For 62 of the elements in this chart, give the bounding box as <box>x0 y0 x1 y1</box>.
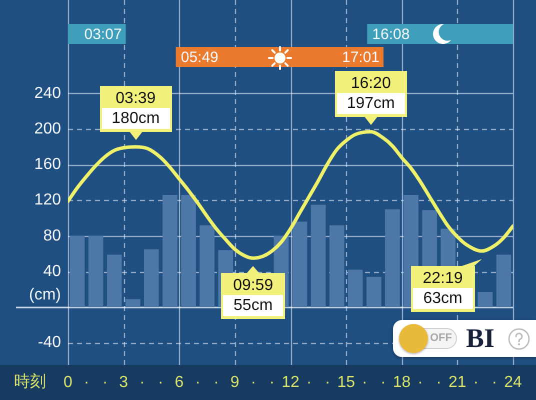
annotation: 03:39 180cm <box>102 88 170 129</box>
bar <box>348 270 363 308</box>
x-tick-label: · <box>214 374 219 392</box>
annotation: OFF <box>430 332 452 345</box>
band-label: 05:49 <box>180 49 218 66</box>
x-tick-label: · <box>269 374 275 392</box>
annotation: 16:20 197cm <box>336 72 405 114</box>
bar <box>200 225 214 308</box>
bar <box>162 194 178 308</box>
y-tick-label: 120 <box>34 192 62 209</box>
x-tick-label: 24 <box>504 374 522 392</box>
x-tick-label: 6 <box>174 374 184 392</box>
x-tick-label: · <box>418 374 423 392</box>
x-tick-label: · <box>140 374 145 392</box>
bar <box>181 194 196 308</box>
x-tick-label: · <box>84 374 90 392</box>
x-tick-label: 15 <box>337 374 356 392</box>
control-panel: OFF BI <box>393 320 536 357</box>
x-tick-label: 9 <box>230 374 240 392</box>
y-tick-label: 40 <box>43 262 62 280</box>
bar <box>88 236 104 308</box>
x-tick-label: · <box>324 374 330 392</box>
x-tick-label: · <box>380 374 386 392</box>
x-tick-label: 3 <box>119 374 128 392</box>
x-tick-label: · <box>158 374 164 392</box>
x-tick-label: 18 <box>392 374 411 392</box>
bar <box>496 254 512 308</box>
annotation: 22:19 63cm <box>412 268 473 310</box>
x-tick-label: 12 <box>282 374 300 392</box>
annotation: 17:01 <box>342 49 380 66</box>
bar <box>478 292 493 308</box>
x-tick-label: · <box>362 374 368 392</box>
x-tick-label: · <box>195 374 200 392</box>
bar <box>144 249 159 308</box>
y-tick-label: -40 <box>38 334 62 352</box>
y-tick-label: 200 <box>34 120 62 138</box>
bar <box>292 222 308 308</box>
y-tick-label: 240 <box>34 84 62 102</box>
bar <box>125 299 140 308</box>
x-tick-label: · <box>102 374 108 392</box>
y-tick-label: 80 <box>43 227 62 244</box>
band-label: 16:08 <box>372 26 410 44</box>
line-series <box>68 130 513 260</box>
band-label: 03:07 <box>84 26 122 44</box>
x-tick-label: 0 <box>64 374 73 392</box>
x-tick-label: · <box>473 374 479 392</box>
x-tick-label: · <box>250 374 256 392</box>
bar <box>310 204 326 308</box>
bar <box>106 254 122 308</box>
annotation: 09:59 55cm <box>223 275 284 316</box>
x-tick-label: · <box>306 374 312 392</box>
bar <box>329 225 344 308</box>
x-tick-label: · <box>492 374 498 392</box>
y-axis-title: (cm) <box>29 286 61 304</box>
bar <box>366 276 382 308</box>
x-tick-label: · <box>436 374 442 392</box>
y-tick-label: 160 <box>34 156 62 174</box>
bar <box>70 236 85 308</box>
x-tick-label: 21 <box>448 374 466 392</box>
annotation: BI <box>466 323 495 353</box>
bar <box>385 209 400 308</box>
x-axis-title: 時刻 <box>14 372 46 390</box>
